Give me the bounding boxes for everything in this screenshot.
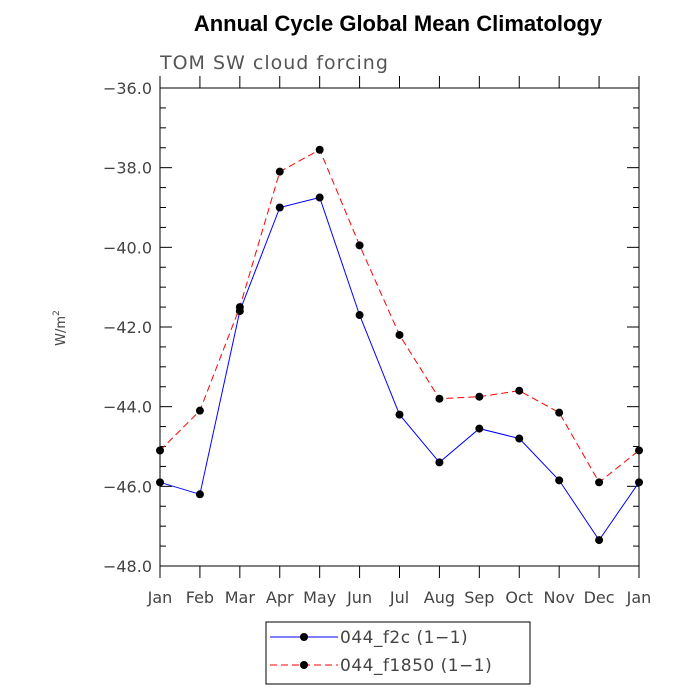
- x-tick-label: Nov: [544, 588, 575, 607]
- x-tick-label: May: [303, 588, 336, 607]
- chart-title: Annual Cycle Global Mean Climatology: [194, 11, 603, 36]
- y-tick-label: −42.0: [103, 318, 152, 337]
- y-tick-label: −44.0: [103, 398, 152, 417]
- y-axis-label: W/m2: [52, 310, 69, 346]
- plot-area: −48.0 −46.0 −44.0 −42.0 −40.0 −38.0 −36.0 Jan Fe…: [103, 76, 651, 607]
- x-tick-label: Jul: [389, 588, 409, 607]
- series-2-point: [275, 167, 284, 176]
- series-line-1: [159, 196, 640, 541]
- series-2-point: [515, 386, 524, 395]
- legend-label-2: 044_f1850 (1−1): [340, 656, 492, 676]
- y-tick-label: −38.0: [103, 159, 152, 178]
- y-tick-label: −46.0: [103, 477, 152, 496]
- x-tick-label: Jun: [346, 588, 372, 607]
- legend-marker-1: [300, 633, 308, 641]
- series-1-point: [595, 536, 604, 545]
- series-2-point: [195, 406, 204, 415]
- series-2-point: [156, 446, 164, 455]
- series-1-point: [515, 434, 524, 443]
- x-tick-label: Jan: [147, 588, 173, 607]
- series-1-point: [475, 424, 484, 433]
- x-tick-label: Sep: [464, 588, 494, 607]
- series-2-point: [595, 478, 604, 487]
- x-tick-label: Aug: [424, 588, 455, 607]
- series-2-point: [315, 145, 324, 154]
- series-1-point: [435, 458, 444, 467]
- series-1-point: [355, 311, 364, 320]
- y-tick-label: −36.0: [103, 79, 152, 98]
- y-tick-label: −48.0: [103, 557, 152, 576]
- series-1-point: [635, 478, 643, 487]
- series-1-point: [555, 476, 564, 485]
- x-tick-label: Mar: [225, 588, 256, 607]
- y-axis-label-text: W/m: [54, 316, 69, 346]
- series-1-point: [315, 193, 324, 202]
- series-2-point: [555, 408, 564, 417]
- series-2-point: [475, 392, 484, 401]
- legend-label-1: 044_f2c (1−1): [340, 628, 468, 648]
- series-1-point: [156, 478, 164, 487]
- series-2-point: [355, 241, 364, 250]
- series-line-2: [159, 148, 640, 484]
- chart-subtitle: TOM SW cloud forcing: [159, 52, 389, 74]
- series-2-point: [435, 394, 444, 403]
- x-tick-label: Dec: [584, 588, 615, 607]
- x-tick-label: Feb: [186, 588, 214, 607]
- legend-box: [265, 621, 531, 685]
- series-2-point: [395, 330, 404, 339]
- x-tick-label: Apr: [266, 588, 294, 607]
- series-1-point: [275, 203, 284, 212]
- y-tick-label: −40.0: [103, 238, 152, 257]
- legend-marker-2: [300, 661, 308, 669]
- series-1-point: [195, 490, 204, 499]
- legend: 044_f2c (1−1) 044_f1850 (1−1): [265, 621, 531, 685]
- x-tick-label: Jan: [626, 588, 652, 607]
- x-tick-label: Oct: [505, 588, 533, 607]
- series-2-point: [635, 446, 643, 455]
- series-2-point: [235, 303, 244, 312]
- y-axis-label-superscript: 2: [52, 310, 62, 316]
- series-1-point: [395, 410, 404, 419]
